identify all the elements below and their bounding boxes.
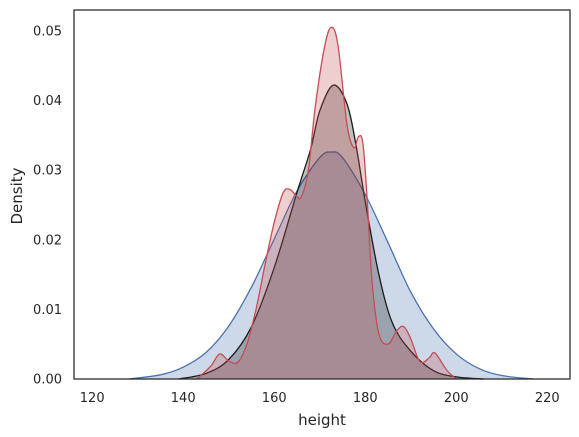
y-axis-label: Density [8,167,26,224]
y-tick-label: 0.04 [33,94,62,109]
density-line-3 [196,26,457,380]
density-area-3 [196,27,457,379]
x-tick-label: 160 [262,391,287,406]
y-tick-label: 0.02 [33,233,62,248]
density-area-2 [178,85,484,380]
density-line-2 [178,84,484,380]
x-tick-label: 140 [171,391,196,406]
y-tick-label: 0.05 [33,24,62,39]
x-tick-labels: 120 140 160 180 200 220 [80,391,560,406]
density-line-1 [128,151,534,380]
y-tick-label: 0.00 [33,373,62,388]
x-tick-label: 200 [444,391,469,406]
y-tick-labels: 0.00 0.01 0.02 0.03 0.04 0.05 [33,24,62,387]
plot-frame [73,9,571,380]
x-tick-label: 220 [535,391,560,406]
y-tick-label: 0.03 [33,164,62,179]
series-layer [128,26,534,380]
x-axis-label: height [298,411,346,429]
x-tick-label: 180 [353,391,378,406]
density-area-1 [128,151,534,379]
y-tick-label: 0.01 [33,303,62,318]
x-tick-label: 120 [80,391,105,406]
